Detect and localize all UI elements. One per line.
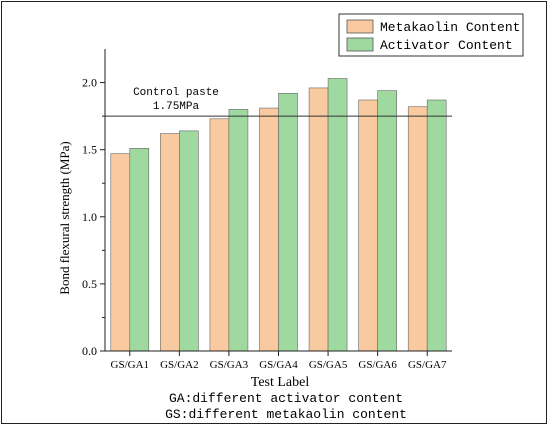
y-tick-label: 0.5 [82, 277, 97, 291]
bar-activator-gs-ga2 [179, 130, 199, 352]
x-tick-label: GS/GA1 [111, 359, 150, 371]
control-paste-value: 1.75MPa [153, 101, 200, 113]
y-tick-label: 2.0 [82, 76, 97, 90]
bar-metakaolin-gs-ga3 [209, 118, 230, 352]
x-tick-label: GS/GA2 [160, 359, 199, 371]
control-paste-label: Control paste [133, 87, 219, 99]
bar-metakaolin-gs-ga4 [259, 107, 279, 352]
legend-label-metakaolin: Metakaolin Content [380, 20, 520, 35]
bar-activator-gs-ga5 [327, 78, 348, 352]
legend-swatch-metakaolin [346, 19, 374, 34]
note-activator: GA:different activator content [169, 391, 403, 406]
y-tick-labels: 0.0 0.5 1.0 1.5 2.0 [82, 76, 97, 358]
y-tick-label: 1.5 [82, 143, 97, 157]
bar-activator-gs-ga3 [228, 109, 249, 352]
bar-group [110, 78, 447, 352]
x-axis-label: Test Label [251, 375, 310, 390]
y-tick-label: 0.0 [82, 344, 97, 358]
bar-metakaolin-gs-ga1 [110, 153, 131, 352]
x-tick-label: GS/GA5 [309, 359, 348, 371]
bar-activator-gs-ga7 [426, 99, 447, 352]
y-tick-label: 1.0 [82, 210, 97, 224]
x-tick-label: GS/GA4 [259, 359, 298, 371]
bar-metakaolin-gs-ga7 [407, 106, 428, 352]
bar-metakaolin-gs-ga5 [308, 87, 329, 352]
legend-label-activator: Activator Content [380, 38, 513, 53]
legend: Metakaolin Content Activator Content [338, 13, 524, 57]
note-metakaolin: GS:different metakaolin content [165, 407, 407, 422]
x-tick-label: GS/GA3 [210, 359, 249, 371]
bar-activator-gs-ga1 [129, 148, 150, 352]
bar-activator-gs-ga6 [377, 90, 397, 352]
legend-swatch-activator [346, 37, 374, 52]
axes [100, 49, 452, 356]
bar-activator-gs-ga4 [278, 92, 298, 352]
y-axis-label: Bond flexural strength (MPa) [57, 141, 72, 294]
x-tick-label: GS/GA6 [358, 359, 397, 371]
x-tick-labels: GS/GA1 GS/GA2 GS/GA3 GS/GA4 GS/GA5 GS/GA6 GS/G… [111, 359, 447, 371]
x-tick-label: GS/GA7 [408, 359, 447, 371]
bar-metakaolin-gs-ga2 [160, 133, 180, 352]
bar-metakaolin-gs-ga6 [358, 99, 378, 352]
